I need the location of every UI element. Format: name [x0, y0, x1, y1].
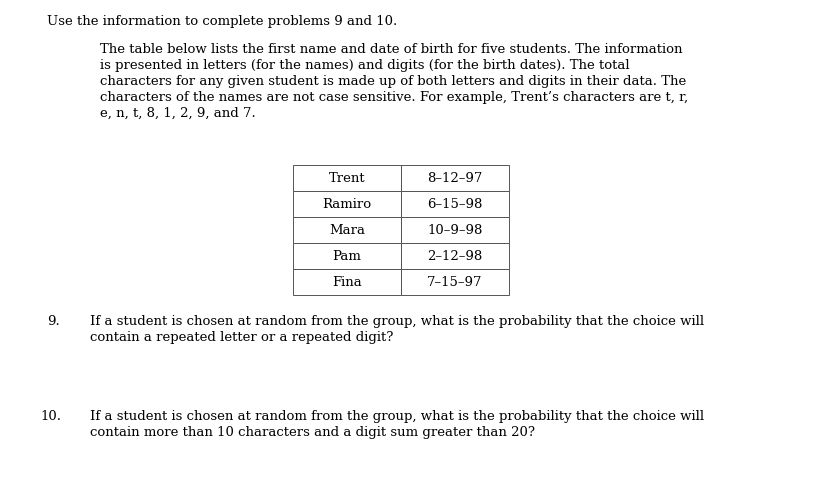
Bar	[293, 217, 401, 243]
Text: 6–15–98: 6–15–98	[427, 197, 483, 210]
Bar	[293, 269, 401, 295]
Text: 2–12–98: 2–12–98	[427, 250, 483, 262]
Bar	[293, 191, 401, 217]
Bar	[293, 243, 401, 269]
Text: characters for any given student is made up of both letters and digits in their : characters for any given student is made…	[100, 75, 686, 88]
Bar	[401, 165, 509, 191]
Text: If a student is chosen at random from the group, what is the probability that th: If a student is chosen at random from th…	[90, 315, 704, 328]
Text: Trent: Trent	[329, 171, 365, 184]
Text: e, n, t, 8, 1, 2, 9, and 7.: e, n, t, 8, 1, 2, 9, and 7.	[100, 107, 256, 120]
Text: Ramiro: Ramiro	[322, 197, 371, 210]
Text: Pam: Pam	[333, 250, 361, 262]
Bar	[401, 269, 509, 295]
Text: 10.: 10.	[40, 410, 61, 423]
Text: If a student is chosen at random from the group, what is the probability that th: If a student is chosen at random from th…	[90, 410, 704, 423]
Text: is presented in letters (for the names) and digits (for the birth dates). The to: is presented in letters (for the names) …	[100, 59, 629, 72]
Text: 9.: 9.	[47, 315, 59, 328]
Text: The table below lists the first name and date of birth for five students. The in: The table below lists the first name and…	[100, 43, 682, 56]
Text: Mara: Mara	[329, 224, 365, 237]
Bar	[293, 165, 401, 191]
Text: Use the information to complete problems 9 and 10.: Use the information to complete problems…	[47, 15, 397, 28]
Text: 7–15–97: 7–15–97	[427, 275, 483, 288]
Text: characters of the names are not case sensitive. For example, Trent’s characters : characters of the names are not case sen…	[100, 91, 688, 104]
Text: contain a repeated letter or a repeated digit?: contain a repeated letter or a repeated …	[90, 331, 393, 344]
Bar	[401, 191, 509, 217]
Bar	[401, 217, 509, 243]
Bar	[401, 243, 509, 269]
Text: Fina: Fina	[332, 275, 362, 288]
Text: 8–12–97: 8–12–97	[427, 171, 483, 184]
Text: 10–9–98: 10–9–98	[427, 224, 483, 237]
Text: contain more than 10 characters and a digit sum greater than 20?: contain more than 10 characters and a di…	[90, 426, 535, 439]
